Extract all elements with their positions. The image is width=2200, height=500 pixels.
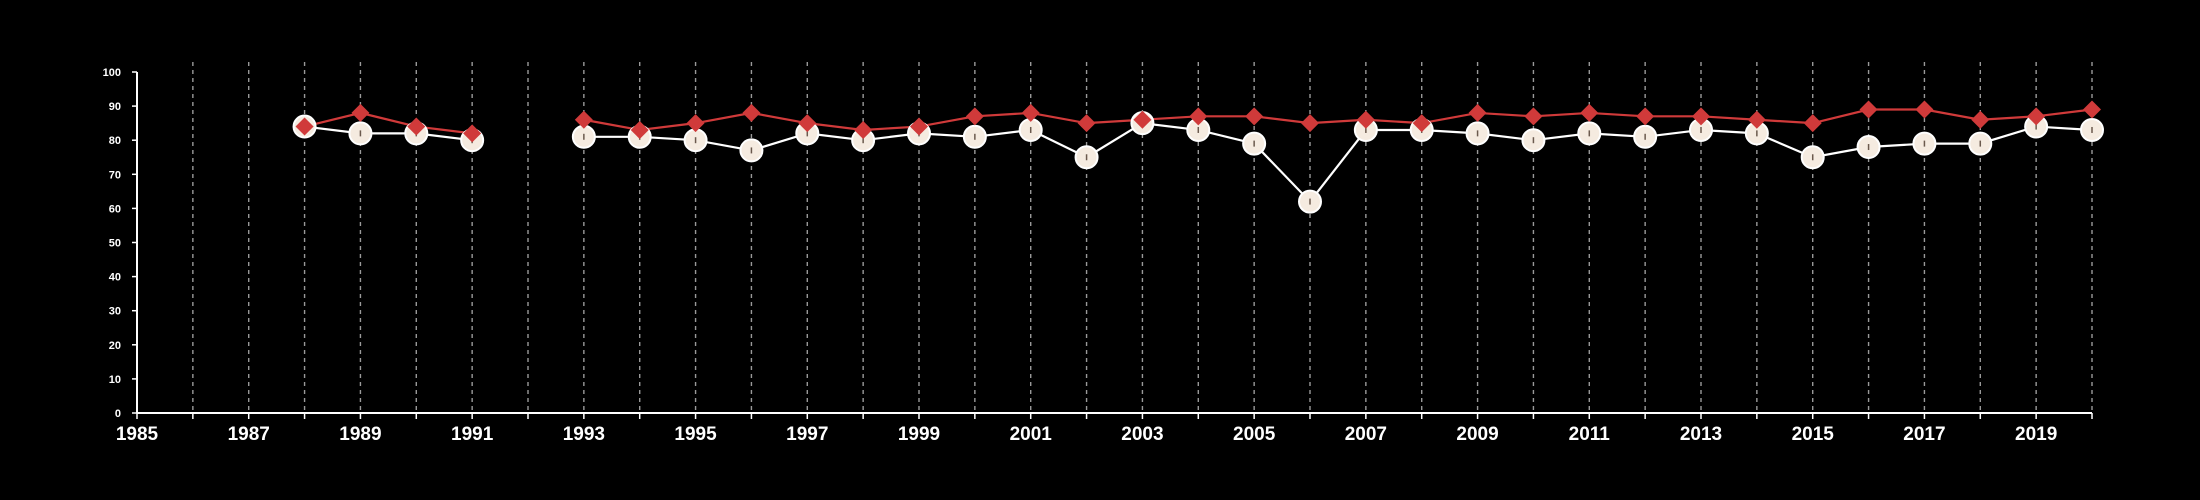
- diamond-point-2018: [1971, 110, 1990, 129]
- diamond-point-2007: [1356, 110, 1375, 129]
- y-tick-label-60: 60: [109, 203, 121, 215]
- y-tick-label-20: 20: [109, 340, 121, 352]
- diamond-point-2001: [1021, 103, 1040, 122]
- diamond-point-2020: [2083, 100, 2101, 119]
- x-tick-label-2017: 2017: [1903, 424, 1945, 445]
- x-tick-label-1985: 1985: [116, 424, 159, 445]
- x-tick-label-1999: 1999: [898, 424, 940, 445]
- x-tick-label-2013: 2013: [1680, 424, 1722, 445]
- x-tick-label-1991: 1991: [451, 424, 494, 445]
- y-tick-label-50: 50: [109, 238, 121, 250]
- diamond-point-2014: [1747, 110, 1766, 129]
- y-tick-label-100: 100: [103, 67, 121, 79]
- diamond-point-2003: [1133, 110, 1152, 129]
- y-tick-label-80: 80: [109, 135, 121, 147]
- y-tick-label-40: 40: [109, 272, 121, 284]
- series-1-line-segment-2: [583, 122, 2093, 204]
- series-1-line-segment-1: [304, 125, 473, 142]
- diamond-point-2013: [1692, 107, 1710, 126]
- diamond-point-2009: [1468, 103, 1487, 122]
- diamond-point-2000: [965, 107, 984, 126]
- series-markers: [292, 100, 2104, 214]
- x-tick-label-2001: 2001: [1010, 424, 1053, 445]
- x-tick-label-2015: 2015: [1792, 424, 1835, 445]
- diamond-point-2016: [1859, 100, 1878, 119]
- diamond-point-1991: [463, 124, 482, 143]
- x-tick-label-2007: 2007: [1345, 424, 1387, 445]
- x-tick-label-2011: 2011: [1569, 424, 1611, 445]
- x-tick-label-2005: 2005: [1233, 424, 1276, 445]
- y-axis-tick-labels: 0 10 20 30 40 50 60 70 80 90 100: [103, 67, 137, 420]
- diamond-point-2015: [1803, 114, 1822, 133]
- diamond-point-1993: [574, 110, 593, 129]
- x-axis-tick-labels: 1985 1987 1989 1991 1993 1995 1997 1999 2001 2003…: [116, 413, 2093, 445]
- diamond-point-2002: [1077, 114, 1096, 133]
- x-tick-label-1989: 1989: [339, 424, 381, 445]
- x-tick-label-2019: 2019: [2015, 424, 2057, 445]
- diamond-point-2008: [1412, 114, 1431, 133]
- x-tick-label-2009: 2009: [1456, 424, 1498, 445]
- diamond-point-1998: [854, 120, 873, 139]
- diamond-point-1994: [630, 120, 649, 139]
- x-tick-label-1987: 1987: [228, 424, 270, 445]
- diamond-point-2005: [1245, 107, 1264, 126]
- diamond-point-1999: [910, 117, 928, 136]
- series-2-line-segment-1: [304, 111, 473, 135]
- diamond-point-1988: [295, 117, 314, 136]
- x-tick-label-2003: 2003: [1121, 424, 1163, 445]
- series-lines: [304, 108, 2093, 204]
- series-2-line-segment-2: [583, 108, 2093, 132]
- diamond-point-1989: [351, 103, 370, 122]
- x-tick-label-1995: 1995: [674, 424, 717, 445]
- y-tick-label-0: 0: [115, 408, 121, 420]
- diamond-point-2006: [1301, 114, 1319, 133]
- y-tick-label-10: 10: [109, 374, 121, 386]
- diamond-point-2012: [1636, 107, 1655, 126]
- diamond-point-1990: [407, 117, 426, 136]
- diamond-point-2017: [1915, 100, 1934, 119]
- x-tick-label-1997: 1997: [786, 424, 828, 445]
- diamond-point-1995: [686, 114, 705, 133]
- x-tick-label-1993: 1993: [563, 424, 605, 445]
- y-tick-label-70: 70: [109, 169, 121, 181]
- diamond-point-2011: [1580, 103, 1599, 122]
- diamond-point-2019: [2027, 107, 2046, 126]
- y-tick-label-90: 90: [109, 101, 121, 113]
- diamond-point-2004: [1189, 107, 1208, 126]
- diamond-point-1997: [798, 114, 817, 133]
- y-tick-label-30: 30: [109, 306, 121, 318]
- diamond-point-2010: [1524, 107, 1543, 126]
- diamond-point-1996: [742, 103, 761, 122]
